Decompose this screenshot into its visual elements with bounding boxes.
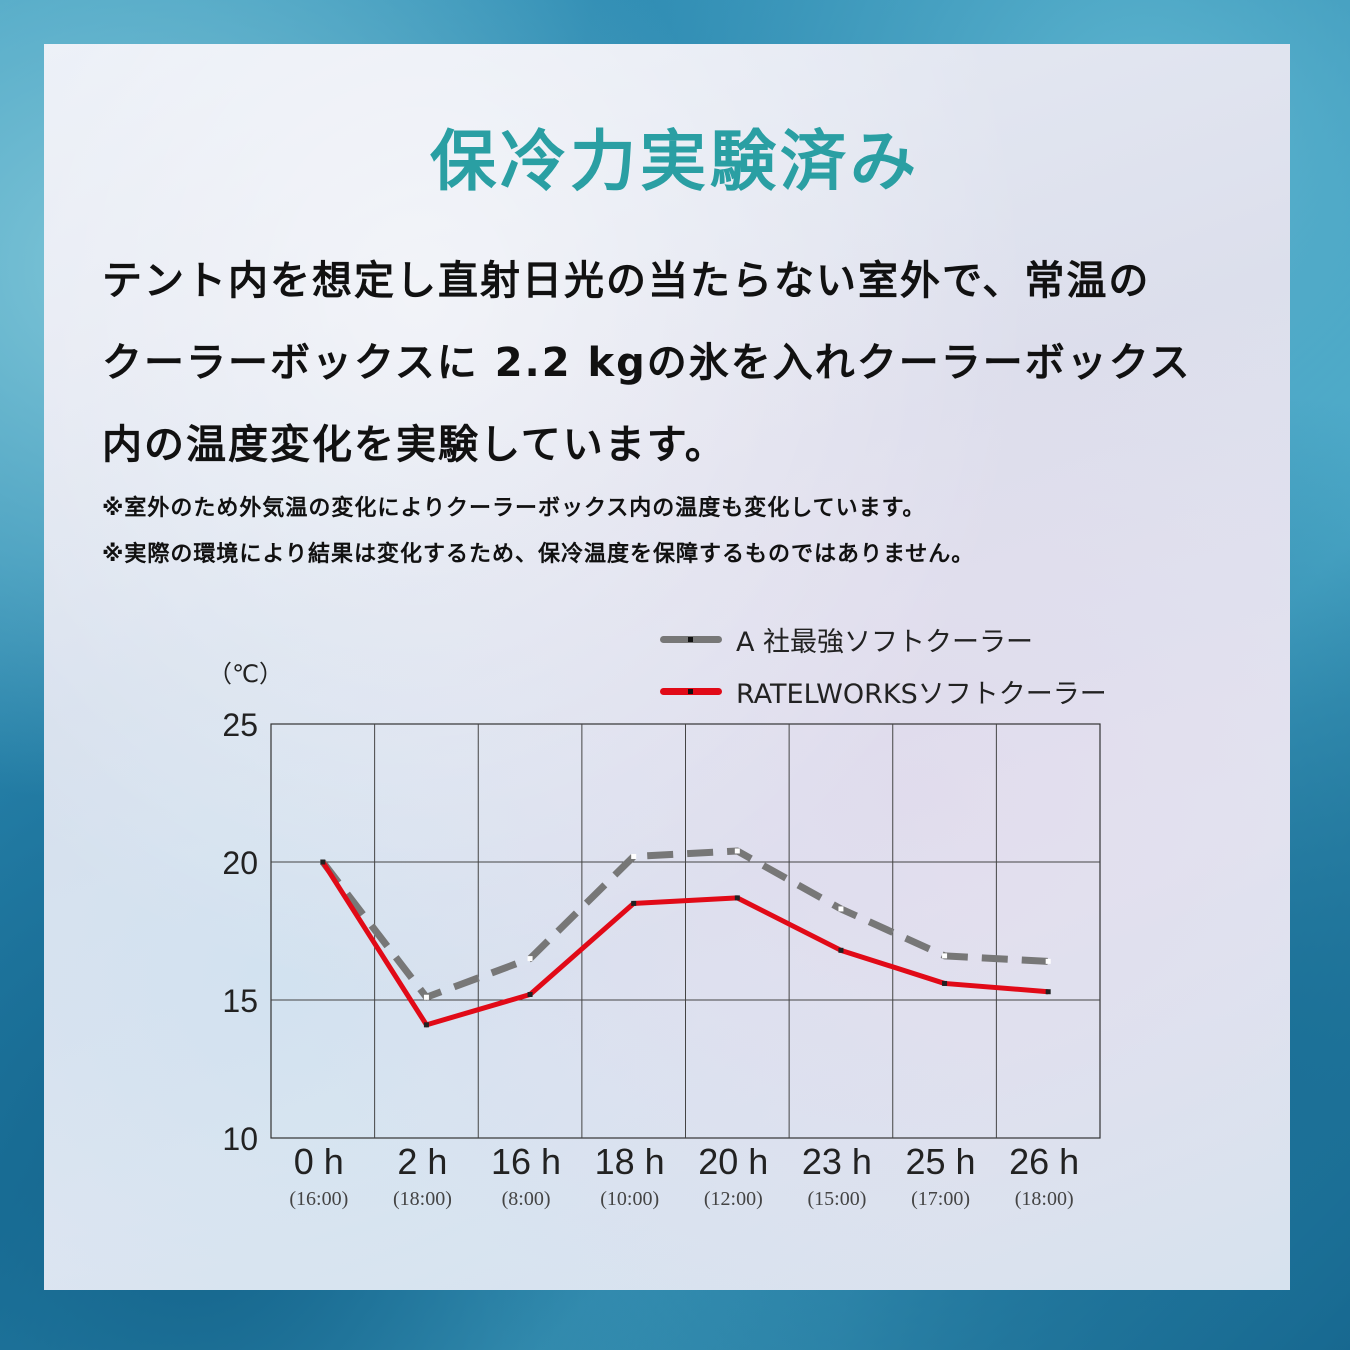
x-tick-label: 2 h — [397, 1141, 447, 1182]
x-tick-label: 0 h — [294, 1141, 344, 1182]
data-point-ratel — [320, 859, 326, 865]
series-line-a — [320, 847, 1049, 1001]
note-line-1: ※室外のため外気温の変化によりクーラーボックス内の温度も変化しています。 — [102, 496, 926, 521]
description-line-3: 内の温度変化を実験しています。 — [102, 422, 727, 468]
content-panel — [44, 44, 1290, 1290]
legend-label-ratel: RATELWORKSソフトクーラー — [736, 679, 1107, 710]
x-tick-sublabel: (8:00) — [502, 1188, 551, 1210]
legend-item-a: A 社最強ソフトクーラー — [660, 620, 1033, 659]
x-tick-label: 26 h — [1009, 1141, 1079, 1182]
y-tick-label: 10 — [222, 1121, 258, 1157]
x-tick-label: 23 h — [802, 1141, 872, 1182]
x-tick-sublabel: (10:00) — [600, 1188, 659, 1210]
series-line-ratel — [320, 860, 1049, 1028]
x-tick-sublabel: (18:00) — [393, 1188, 452, 1210]
legend-item-ratel: RATELWORKSソフトクーラー — [660, 672, 1107, 711]
data-point-ratel — [527, 991, 533, 997]
data-point-a — [734, 848, 740, 854]
data-point-a — [838, 906, 844, 912]
y-axis-unit: （℃） — [208, 660, 283, 688]
data-point-ratel — [942, 980, 948, 986]
data-point-ratel — [1045, 989, 1051, 995]
x-tick-sublabel: (15:00) — [807, 1188, 866, 1210]
data-point-ratel — [734, 895, 740, 901]
legend-swatch-a — [660, 636, 722, 643]
x-tick-label: 16 h — [491, 1141, 561, 1182]
legend-label-a: A 社最強ソフトクーラー — [736, 627, 1034, 658]
x-tick-label: 18 h — [595, 1141, 665, 1182]
y-tick-label: 25 — [222, 707, 258, 743]
data-point-ratel — [838, 947, 844, 953]
data-point-a — [423, 994, 429, 1000]
data-point-ratel — [423, 1022, 429, 1028]
x-tick-label: 20 h — [698, 1141, 768, 1182]
x-tick-label: 25 h — [906, 1141, 976, 1182]
description-line-2: クーラーボックスに 2.2 kgの氷を入れクーラーボックス — [102, 340, 1192, 386]
data-point-a — [942, 953, 948, 959]
y-tick-label: 20 — [222, 845, 258, 881]
note-line-2: ※実際の環境により結果は変化するため、保冷温度を保障するものではありません。 — [102, 542, 975, 567]
legend-swatch-ratel — [660, 688, 722, 695]
x-tick-sublabel: (16:00) — [289, 1188, 348, 1210]
page-title: 保冷力実験済み — [430, 123, 920, 200]
data-point-ratel — [631, 900, 637, 906]
data-point-a — [527, 956, 533, 962]
x-tick-sublabel: (17:00) — [911, 1188, 970, 1210]
x-tick-sublabel: (12:00) — [704, 1188, 763, 1210]
y-tick-label: 15 — [222, 983, 258, 1019]
x-tick-sublabel: (18:00) — [1015, 1188, 1074, 1210]
description-line-1: テント内を想定し直射日光の当たらない室外で、常温の — [102, 258, 1151, 304]
data-point-a — [631, 853, 637, 859]
data-point-a — [1045, 958, 1051, 964]
